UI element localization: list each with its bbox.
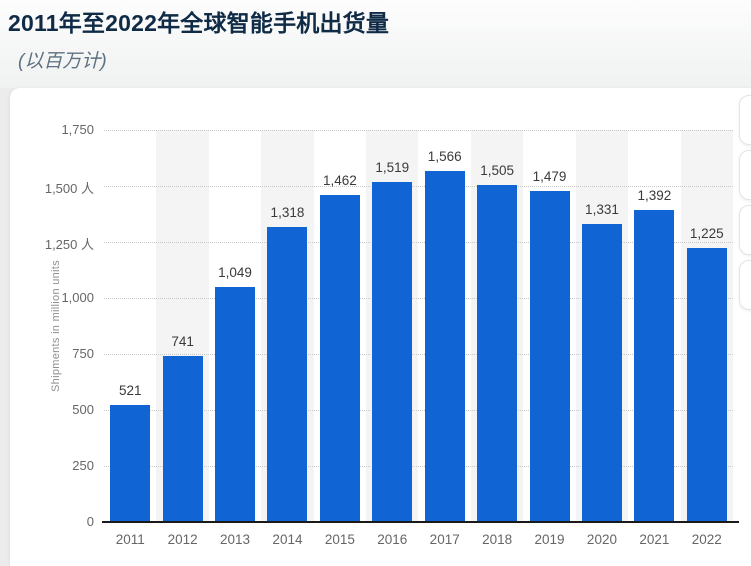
bar-value-label: 1,392 — [637, 188, 672, 204]
y-tick-label: 1,750 — [61, 122, 94, 137]
x-axis-line — [102, 521, 739, 523]
y-axis-title: Shipments in million units — [50, 260, 62, 392]
x-tick-label: 2019 — [534, 532, 565, 547]
page-subtitle: (以百万计) — [18, 51, 107, 72]
bar-2018[interactable] — [477, 184, 518, 522]
bar-value-label: 1,462 — [322, 172, 357, 188]
bar-value-label: 1,318 — [270, 204, 305, 220]
page-title: 2011年至2022年全球智能手机出货量 — [8, 10, 390, 36]
x-tick-label: 2011 — [115, 532, 145, 547]
bar-2016[interactable] — [372, 181, 413, 522]
y-tick-label: 250 — [72, 458, 94, 473]
bar-2012[interactable] — [162, 356, 203, 522]
bar-2020[interactable] — [581, 223, 622, 522]
x-tick-label: 2014 — [272, 532, 303, 547]
floating-action-button-2[interactable] — [739, 150, 751, 200]
floating-action-button-3[interactable] — [739, 205, 751, 255]
y-tick-label: 0 — [86, 514, 94, 529]
bar-2013[interactable] — [215, 287, 256, 522]
x-tick-label: 2015 — [324, 532, 355, 547]
y-tick-label: 1,500 人 — [44, 181, 94, 196]
gridline — [104, 186, 733, 187]
bar-2014[interactable] — [267, 226, 308, 522]
bar-2022[interactable] — [686, 247, 727, 522]
bar-value-label: 1,049 — [218, 265, 252, 281]
bar-value-label: 1,505 — [480, 162, 515, 178]
x-tick-label: 2013 — [220, 532, 251, 547]
gridline — [104, 354, 733, 355]
gridline — [104, 298, 733, 299]
y-tick-label: 1,000 — [61, 290, 94, 305]
bar-value-label: 1,225 — [689, 225, 724, 241]
bar-2021[interactable] — [634, 210, 675, 522]
x-tick-label: 2018 — [482, 532, 513, 547]
y-tick-label: 500 — [72, 402, 94, 417]
x-tick-label: 2021 — [639, 532, 670, 547]
floating-action-button-1[interactable] — [739, 95, 751, 145]
y-tick-label: 750 — [72, 346, 94, 361]
x-tick-label: 2012 — [167, 532, 198, 547]
gridline — [104, 242, 733, 243]
bar-value-label: 1,479 — [532, 168, 567, 184]
x-tick-label: 2022 — [691, 532, 722, 547]
bar-value-label: 1,331 — [585, 201, 619, 217]
x-tick-label: 2016 — [377, 532, 408, 547]
gridline — [104, 130, 733, 131]
chart-card: Shipments in million units 521 741 1,049 1,… — [10, 88, 751, 566]
bar-2015[interactable] — [319, 194, 360, 522]
bar-2019[interactable] — [529, 190, 570, 522]
bar-value-label: 521 — [118, 383, 142, 399]
plot-area: 521 741 1,049 1,318 1,462 1,519 1,566 1,505 1,47… — [104, 130, 733, 522]
chart-header: 2011年至2022年全球智能手机出货量 (以百万计) — [0, 0, 751, 88]
bar-2011[interactable] — [110, 405, 151, 522]
gridline — [104, 466, 733, 467]
y-tick-label: 1,250 人 — [44, 237, 94, 252]
bar-value-label: 741 — [171, 334, 194, 350]
bar-value-label: 1,566 — [427, 149, 462, 165]
gridline — [104, 410, 733, 411]
bar-value-label: 1,519 — [375, 159, 410, 175]
bar-2017[interactable] — [424, 171, 465, 522]
floating-action-button-4[interactable] — [739, 260, 751, 310]
x-tick-label: 2020 — [586, 532, 617, 547]
x-tick-label: 2017 — [429, 532, 460, 547]
